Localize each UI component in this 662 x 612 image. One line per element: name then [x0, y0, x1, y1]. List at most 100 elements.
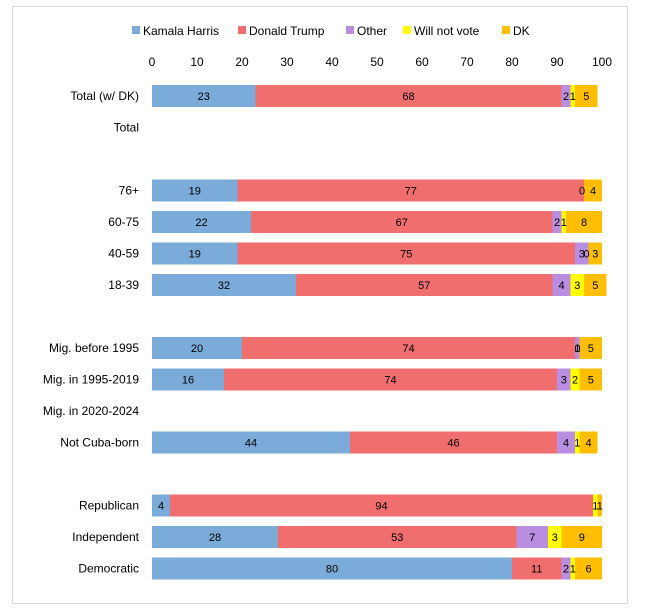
bar-segment: [579, 337, 602, 359]
x-tick-label: 100: [592, 55, 612, 69]
x-tick-label: 90: [550, 55, 564, 69]
data-label: 1: [597, 501, 603, 513]
data-label: 19: [189, 249, 201, 261]
bar-segment: [152, 526, 278, 548]
data-label: 0: [574, 343, 580, 355]
bar-segment: [575, 242, 589, 265]
data-label: 5: [592, 280, 598, 292]
data-label: 32: [218, 280, 230, 292]
bar-segment: [588, 242, 602, 265]
bar-segment: [242, 337, 575, 359]
bar-segment: [575, 85, 598, 107]
bar-segment: [566, 211, 602, 233]
data-label: 53: [391, 532, 403, 544]
category-label: Independent: [72, 530, 139, 544]
data-label: 1: [570, 91, 576, 103]
category-label: Total: [114, 121, 139, 135]
legend-swatch-4: [502, 26, 510, 34]
legend-swatch-1: [238, 26, 246, 34]
bar-segment: [255, 85, 562, 107]
x-tick-label: 80: [505, 55, 519, 69]
x-tick-label: 70: [460, 55, 474, 69]
data-label: 1: [561, 217, 567, 229]
data-label: 1: [574, 438, 580, 450]
data-label: 94: [375, 501, 387, 513]
data-label: 77: [405, 186, 417, 198]
data-label: 23: [198, 91, 210, 103]
data-label: 0: [583, 249, 589, 261]
bar-segment: [570, 85, 575, 107]
bar-segment: [152, 368, 224, 391]
legend-label-2: Other: [357, 24, 387, 38]
bar-segment: [570, 557, 575, 580]
bar-segment: [597, 494, 602, 517]
data-label: 2: [554, 217, 560, 229]
bar-segment: [152, 242, 238, 265]
data-label: 7: [529, 532, 535, 544]
data-label: 3: [561, 375, 567, 387]
x-tick-label: 50: [370, 55, 384, 69]
bar-segment: [152, 211, 251, 233]
bar-segment: [575, 557, 602, 580]
category-label: Mig. in 2020-2024: [43, 404, 139, 418]
bar-segment: [152, 494, 170, 517]
data-label: 0: [579, 186, 585, 198]
bar-segment: [579, 431, 598, 454]
legend-label-1: Donald Trump: [249, 24, 325, 38]
bar-segment: [516, 526, 548, 548]
data-label: 3: [574, 280, 580, 292]
legend-label-0: Kamala Harris: [143, 24, 219, 38]
bar-segment: [561, 211, 566, 233]
bar-segment: [552, 274, 571, 296]
data-label: 4: [558, 280, 564, 292]
bar-segment: [152, 337, 242, 359]
data-label: 2: [572, 375, 578, 387]
bar-segment: [152, 179, 238, 202]
data-label: 67: [396, 217, 408, 229]
category-label: Mig. before 1995: [49, 341, 139, 355]
bar-segment: [557, 431, 575, 454]
x-tick-label: 40: [325, 55, 339, 69]
category-label: 60-75: [108, 215, 139, 229]
x-tick-label: 10: [190, 55, 204, 69]
data-label: 74: [402, 343, 414, 355]
legend-swatch-3: [403, 26, 411, 34]
bar-segment: [579, 368, 602, 391]
data-label: 5: [588, 343, 594, 355]
data-label: 16: [182, 375, 194, 387]
category-label: 76+: [119, 184, 139, 198]
bar-segment: [224, 368, 557, 391]
category-label: Democratic: [78, 562, 139, 576]
data-label: 11: [531, 564, 542, 576]
bar-segment: [561, 557, 571, 580]
bar-segment: [237, 242, 575, 265]
category-label: Not Cuba-born: [60, 436, 139, 450]
data-label: 3: [552, 532, 558, 544]
x-tick-label: 60: [415, 55, 429, 69]
bar-segment: [552, 211, 562, 233]
bar-segment: [152, 85, 256, 107]
data-label: 80: [326, 564, 338, 576]
bar-segment: [152, 274, 296, 296]
bar-segment: [152, 431, 350, 454]
data-label: 46: [447, 438, 459, 450]
bar-segment: [584, 274, 607, 296]
category-label: 40-59: [108, 247, 139, 261]
bar-segment: [593, 494, 598, 517]
x-tick-label: 20: [235, 55, 249, 69]
data-label: 19: [189, 186, 201, 198]
bar-segment: [584, 179, 602, 202]
data-label: 44: [245, 438, 257, 450]
data-label: 3: [579, 249, 585, 261]
data-label: 22: [195, 217, 207, 229]
bar-segment: [561, 85, 571, 107]
legend-swatch-0: [132, 26, 140, 34]
data-label: 2: [563, 564, 569, 576]
data-label: 3: [592, 249, 598, 261]
bar-segment: [561, 526, 602, 548]
category-label: Total (w/ DK): [70, 89, 139, 103]
bar-segment: [170, 494, 593, 517]
data-label: 28: [209, 532, 221, 544]
bar-segment: [575, 337, 580, 359]
category-label: 18-39: [108, 278, 139, 292]
